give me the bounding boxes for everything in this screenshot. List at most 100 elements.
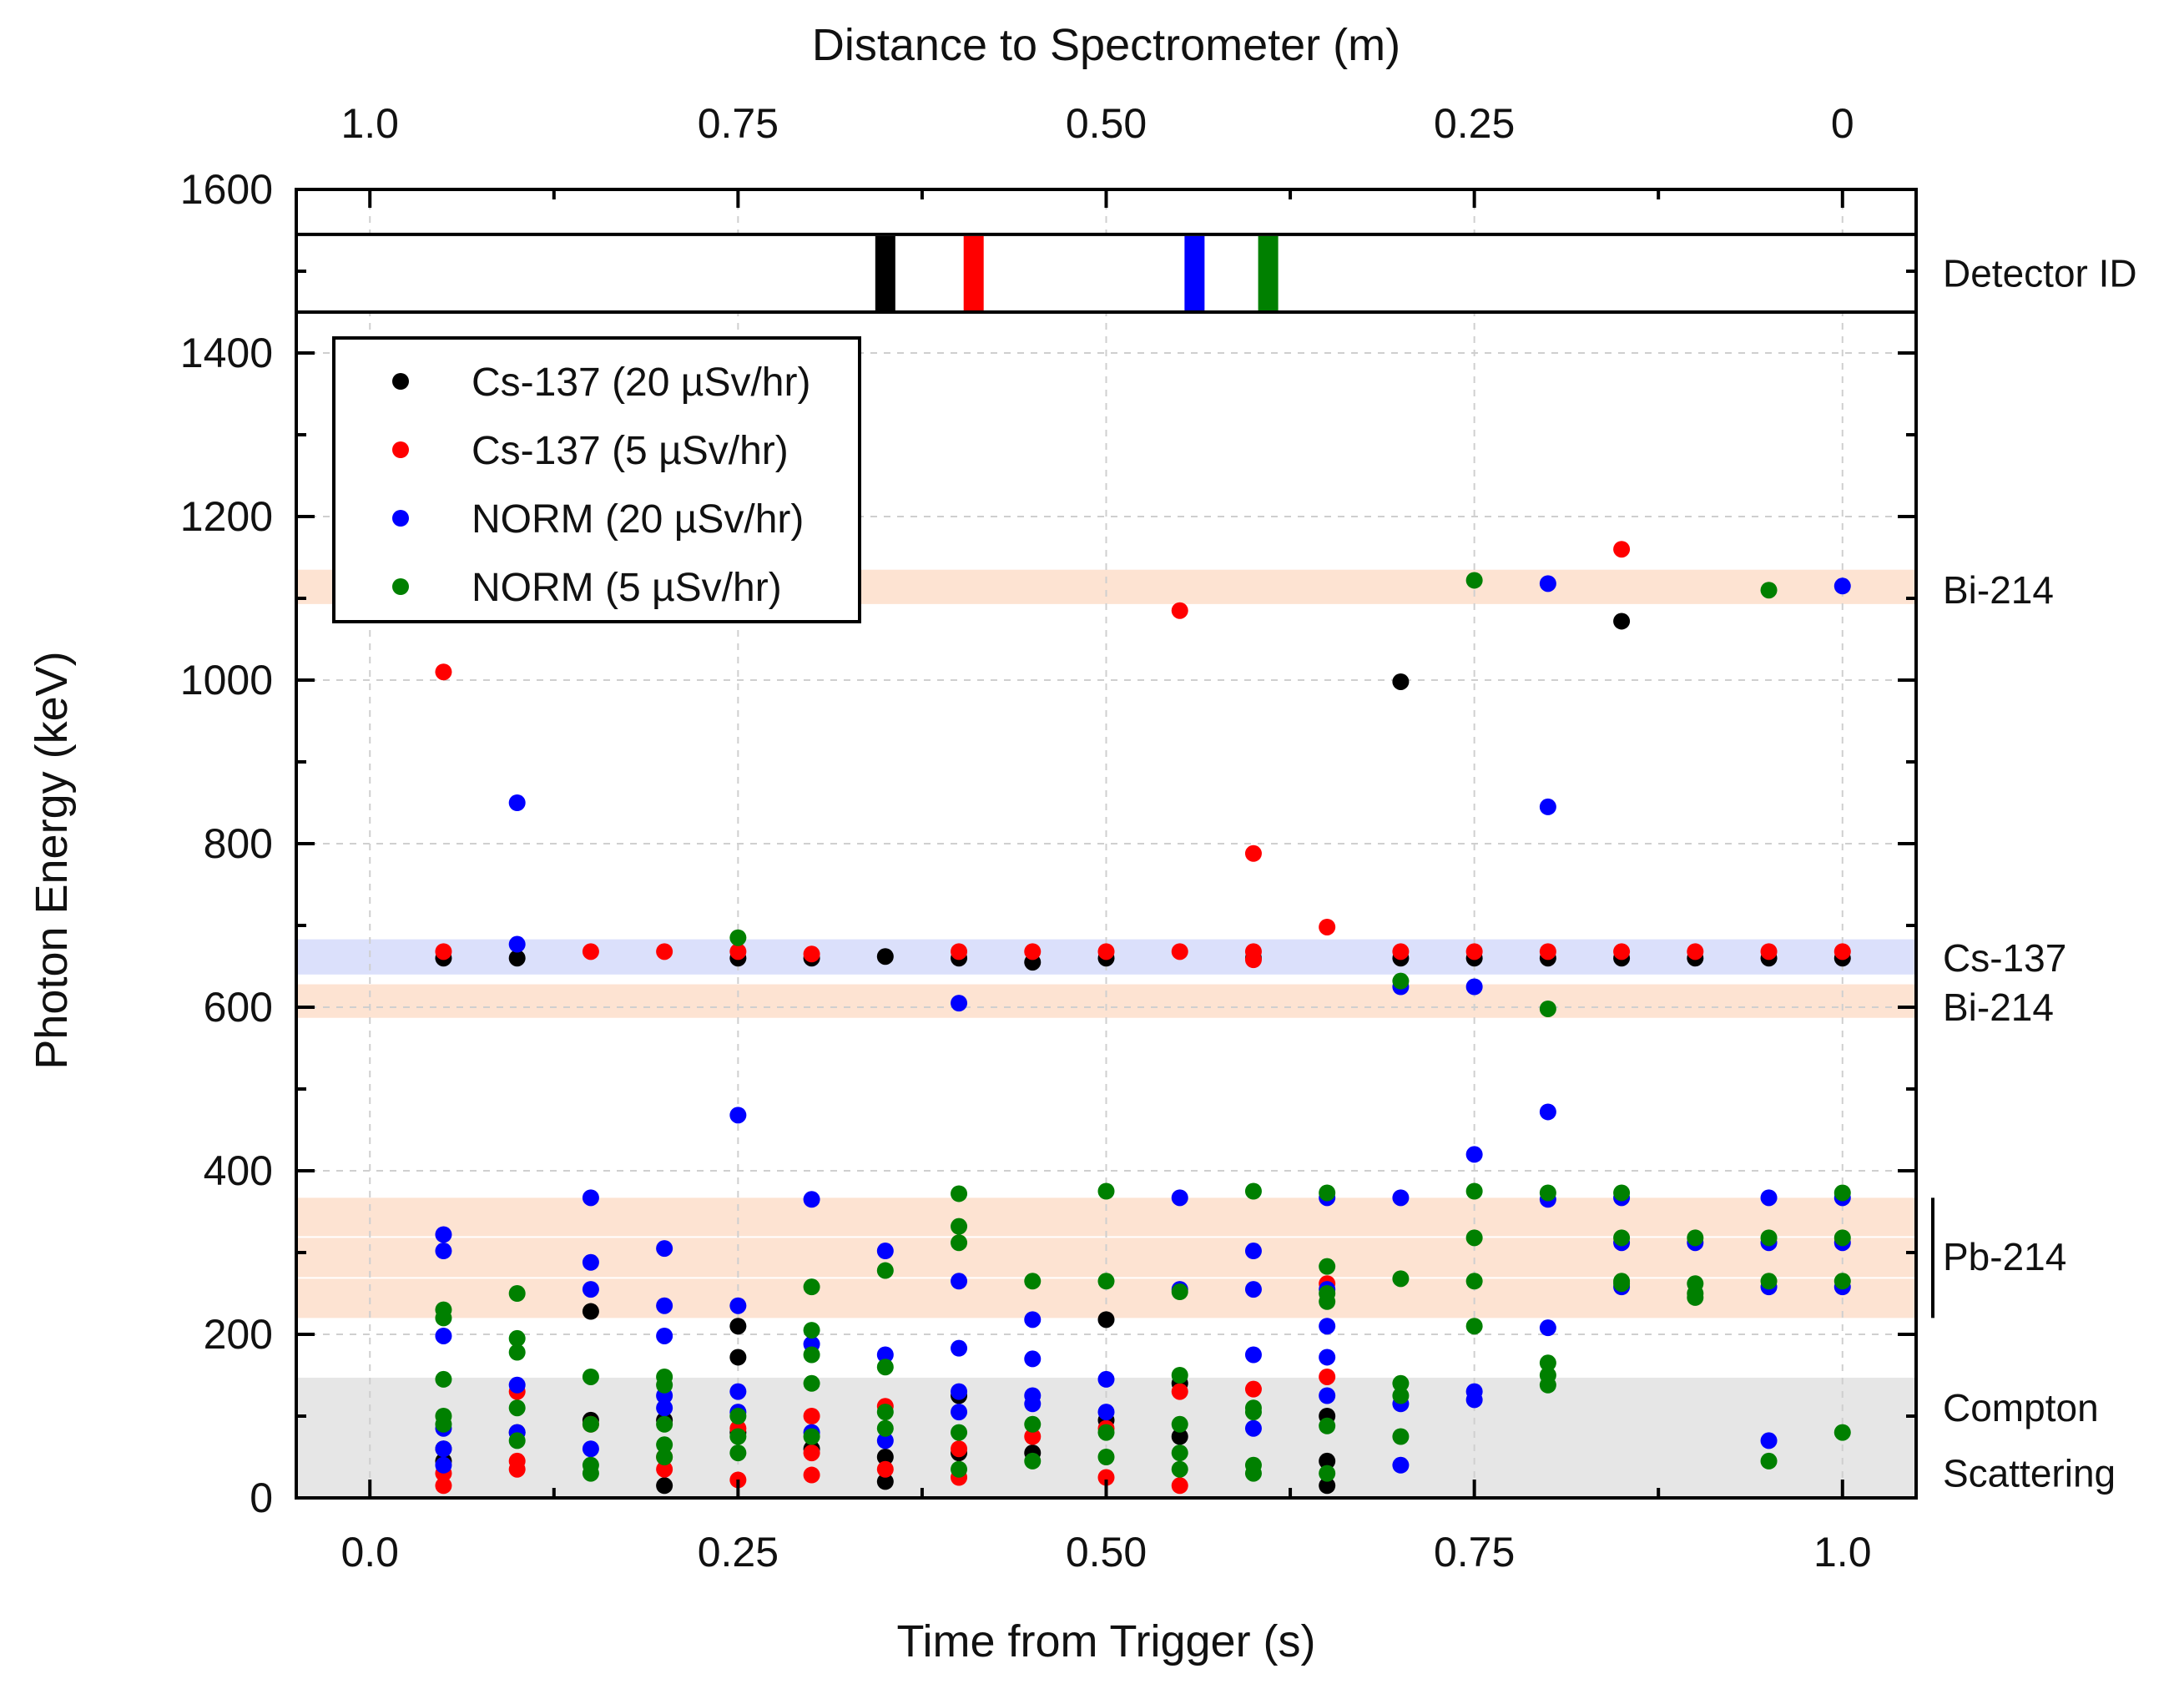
- detector-marker-3: [1258, 235, 1279, 310]
- point-s0-15: [876, 948, 894, 965]
- legend-label-0: Cs-137 (20 µSv/hr): [472, 360, 810, 405]
- legend-label-2: NORM (20 µSv/hr): [472, 497, 804, 542]
- point-s0-5: [582, 1303, 599, 1320]
- detector-marker-2: [1184, 235, 1205, 310]
- point-s2-33: [951, 1404, 968, 1421]
- point-s2-27: [876, 1346, 894, 1364]
- point-s3-79: [1687, 1229, 1704, 1247]
- point-s3-44: [1171, 1283, 1188, 1301]
- band-label-3: Pb-214: [1943, 1235, 2066, 1278]
- point-s3-27: [803, 1428, 820, 1445]
- band-label-5: Scattering: [1943, 1452, 2116, 1495]
- point-s1-32: [1171, 1477, 1188, 1495]
- point-s0-31: [1319, 1477, 1336, 1495]
- band-label-4: Compton: [1943, 1386, 2099, 1429]
- point-s2-8: [508, 1376, 526, 1394]
- point-s3-89: [1833, 1273, 1851, 1290]
- point-s3-29: [876, 1359, 894, 1376]
- point-s3-21: [729, 1428, 747, 1445]
- y-tick-label-0: 0: [250, 1475, 273, 1521]
- point-s2-45: [1244, 1419, 1262, 1437]
- point-s1-3: [435, 1477, 452, 1495]
- point-s2-18: [656, 1399, 673, 1417]
- point-s2-55: [1465, 978, 1483, 996]
- x2-tick-label-0: 1.0: [340, 100, 399, 147]
- point-s3-17: [656, 1436, 673, 1454]
- point-s0-17: [876, 1473, 894, 1490]
- legend-label-1: Cs-137 (5 µSv/hr): [472, 429, 789, 473]
- y-tick-label-7: 1400: [180, 330, 273, 376]
- point-s3-87: [1833, 1184, 1851, 1202]
- point-s0-10: [729, 1318, 747, 1335]
- y-tick-label-1: 200: [204, 1311, 273, 1358]
- point-s2-21: [729, 1383, 747, 1400]
- point-s2-13: [582, 1440, 599, 1458]
- point-s1-37: [1319, 918, 1336, 935]
- point-s3-46: [1171, 1415, 1188, 1433]
- point-s2-50: [1319, 1387, 1336, 1404]
- point-s2-2: [435, 1327, 452, 1344]
- detector-marker-1: [963, 235, 984, 310]
- point-s3-32: [951, 1185, 968, 1202]
- point-s1-35: [1244, 951, 1262, 969]
- point-s3-24: [803, 1322, 820, 1339]
- point-s3-85: [1760, 1273, 1778, 1290]
- point-s0-32: [1392, 673, 1410, 690]
- point-s3-13: [582, 1465, 599, 1482]
- point-s3-55: [1319, 1258, 1336, 1275]
- point-s2-59: [1539, 575, 1556, 592]
- point-s1-18: [803, 1466, 820, 1484]
- point-s3-74: [1539, 1376, 1556, 1394]
- point-s3-75: [1613, 1184, 1631, 1202]
- point-s3-84: [1760, 1229, 1778, 1247]
- band-label-0: Bi-214: [1943, 568, 2054, 612]
- point-s1-33: [1244, 844, 1262, 862]
- point-s3-47: [1171, 1444, 1188, 1462]
- point-s2-60: [1539, 798, 1556, 815]
- point-s3-61: [1392, 1270, 1410, 1288]
- point-s3-9: [508, 1432, 526, 1449]
- point-s3-49: [1244, 1182, 1262, 1200]
- point-s2-19: [729, 1107, 747, 1124]
- point-s1-16: [803, 1408, 820, 1424]
- point-s3-88: [1833, 1229, 1851, 1247]
- x-tick-label-0: 0.0: [340, 1529, 399, 1575]
- point-s0-8: [656, 1477, 673, 1495]
- x-tick-label-2: 0.50: [1066, 1529, 1147, 1575]
- point-s2-38: [1097, 1370, 1115, 1388]
- x-axis-title: Time from Trigger (s): [896, 1616, 1315, 1666]
- point-s1-17: [803, 1444, 820, 1462]
- point-s2-1: [435, 1243, 452, 1260]
- point-s1-36: [1244, 1380, 1262, 1398]
- x-tick-label-1: 0.25: [698, 1529, 779, 1575]
- point-s3-72: [1539, 1354, 1556, 1372]
- point-s1-45: [1687, 943, 1704, 960]
- point-s3-68: [1465, 1273, 1483, 1290]
- point-s2-26: [876, 1243, 894, 1260]
- point-s1-40: [1392, 943, 1410, 960]
- point-s2-28: [876, 1432, 894, 1449]
- point-s3-1: [435, 1309, 452, 1327]
- y-axis-title: Photon Energy (keV): [27, 651, 77, 1069]
- y-tick-label-6: 1200: [180, 493, 273, 540]
- y-tick-label-5: 1000: [180, 657, 273, 703]
- point-s2-71: [1760, 1432, 1778, 1449]
- y-tick-label-4: 800: [204, 820, 273, 867]
- point-s3-69: [1465, 1318, 1483, 1335]
- point-s3-48: [1171, 1460, 1188, 1478]
- point-s2-37: [1024, 1395, 1042, 1413]
- point-s3-23: [803, 1278, 820, 1296]
- point-s3-66: [1465, 1182, 1483, 1200]
- point-s1-22: [951, 1440, 968, 1458]
- x2-tick-label-4: 0: [1831, 100, 1854, 147]
- legend-marker-2: [392, 510, 409, 527]
- point-s1-39: [1319, 1368, 1336, 1385]
- legend-marker-1: [392, 441, 409, 458]
- point-s2-52: [1392, 1189, 1410, 1207]
- top-axis-title: Distance to Spectrometer (m): [812, 20, 1400, 70]
- point-s1-28: [1097, 1469, 1115, 1486]
- point-s0-16: [876, 1449, 894, 1465]
- point-s2-6: [508, 794, 526, 811]
- point-s2-23: [803, 1191, 820, 1208]
- point-s3-4: [435, 1415, 452, 1433]
